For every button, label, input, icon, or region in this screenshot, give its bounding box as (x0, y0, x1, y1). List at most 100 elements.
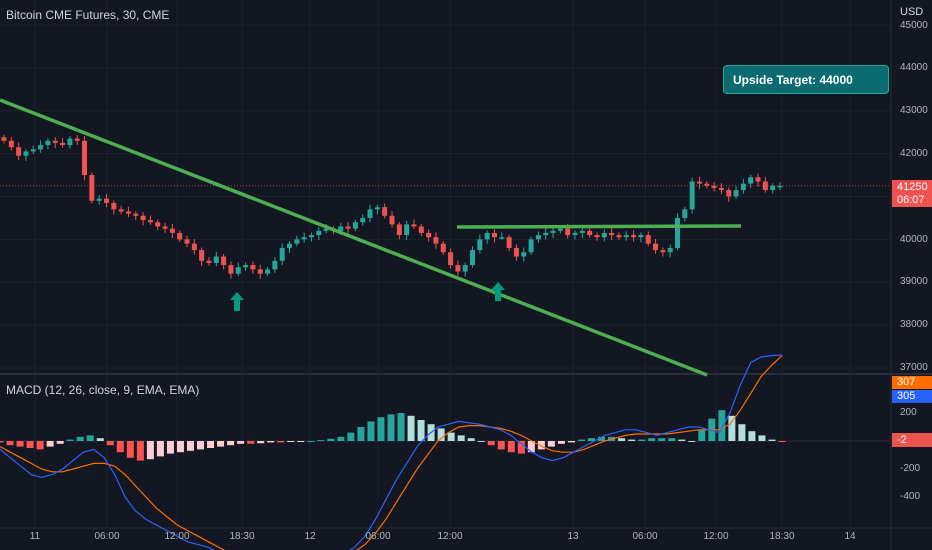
candle-body (682, 209, 688, 218)
candle-body (499, 237, 505, 239)
macd-histogram-bar (86, 435, 94, 441)
macd-histogram-bar (537, 441, 545, 450)
macd-y-tick: -400 (900, 491, 921, 502)
candle-body (631, 235, 637, 238)
candle-body (770, 185, 776, 191)
candle-body (133, 213, 139, 216)
macd-histogram-bar (267, 441, 275, 443)
candle-body (426, 232, 432, 238)
candle-body (23, 151, 29, 156)
candle-body (565, 228, 571, 236)
macd-line (0, 354, 783, 550)
candle-body (162, 226, 168, 229)
macd-histogram-bar (327, 438, 335, 441)
candle-body (235, 267, 241, 274)
macd-histogram-bar (507, 441, 515, 453)
candle-body (199, 250, 205, 261)
candle-body (396, 224, 402, 236)
descending-trendline (0, 98, 708, 377)
candle-body (609, 232, 615, 236)
macd-histogram-bar (16, 441, 24, 447)
candle-body (243, 265, 249, 268)
macd-title[interactable]: MACD (12, 26, close, 9, EMA, EMA) (6, 383, 200, 397)
candle-body (675, 217, 681, 248)
candle-body (711, 185, 717, 188)
macd-histogram-bar (447, 432, 455, 441)
signal-value-tag: 307 (892, 376, 932, 389)
candle-body (228, 265, 234, 274)
candle-body (645, 235, 651, 244)
x-tick: 12:00 (164, 531, 190, 542)
macd-histogram-bar (577, 439, 585, 441)
macd-histogram-bar (377, 417, 385, 441)
x-tick: 13 (567, 531, 579, 542)
candle-body (382, 207, 388, 216)
macd-histogram-bar (618, 438, 626, 441)
y-tick: 44000 (900, 62, 928, 73)
candle-body (462, 265, 468, 272)
candle-body (177, 232, 183, 240)
macd-value-tag: 305 (892, 390, 932, 403)
x-tick: 11 (29, 531, 41, 542)
macd-histogram-bar (457, 435, 465, 441)
macd-histogram-bar (527, 441, 535, 453)
candle-body (67, 138, 73, 146)
candle-body (528, 239, 534, 253)
macd-histogram-bar (197, 441, 205, 450)
candle-body (667, 247, 673, 253)
macd-histogram-bar (76, 436, 84, 441)
y-tick: 37000 (900, 362, 928, 373)
candle-body (103, 198, 109, 203)
macd-histogram-bar (567, 441, 575, 443)
candle-body (184, 239, 190, 244)
macd-histogram-bar (186, 441, 194, 451)
macd-histogram-bar (477, 441, 485, 442)
macd-histogram-bar (217, 441, 225, 447)
histogram-value-tag: -2 (892, 433, 932, 447)
candle-body (140, 215, 146, 221)
macd-histogram-bar (36, 441, 44, 450)
macd-histogram-bar (698, 429, 706, 441)
candle-body (338, 226, 344, 231)
x-tick: 06:00 (365, 531, 391, 542)
candle-body (696, 181, 702, 184)
macd-histogram-bar (227, 441, 235, 446)
candle-body (89, 175, 95, 201)
macd-histogram-bar (397, 413, 405, 441)
symbol-title[interactable]: Bitcoin CME Futures, 30, CME (6, 8, 170, 22)
candle-body (601, 232, 607, 238)
candle-body (316, 230, 322, 236)
up-arrow-icon (230, 292, 244, 311)
candle-body (96, 198, 102, 201)
macd-histogram-bar (126, 441, 134, 458)
candle-body (125, 211, 131, 214)
upside-target-callout[interactable]: Upside Target: 44000 (723, 65, 889, 94)
currency-label: USD (900, 6, 924, 18)
macd-histogram-bar (307, 441, 315, 442)
macd-histogram-bar (116, 441, 124, 453)
macd-histogram-bar (106, 441, 114, 446)
candle-body (74, 138, 80, 141)
x-tick: 06:00 (632, 531, 658, 542)
candle-body (433, 237, 439, 244)
macd-histogram-bar (407, 415, 415, 441)
candle-body (477, 239, 483, 251)
x-tick: 18:30 (769, 531, 795, 542)
y-tick: 42000 (900, 148, 928, 159)
candle-body (550, 230, 556, 233)
macd-y-tick: -200 (900, 463, 921, 474)
candle-body (777, 185, 783, 188)
y-tick: 38000 (900, 319, 928, 330)
macd-histogram-bar (357, 427, 365, 441)
candle-body (491, 232, 497, 238)
candle-body (543, 232, 549, 236)
x-tick: 06:00 (94, 531, 120, 542)
candle-body (455, 265, 461, 272)
macd-histogram-bar (487, 441, 495, 446)
macd-histogram-bar (588, 438, 596, 441)
candle-body (213, 256, 219, 263)
candle-body (45, 140, 51, 146)
candle-body (440, 243, 446, 253)
macd-histogram-bar (297, 441, 305, 442)
